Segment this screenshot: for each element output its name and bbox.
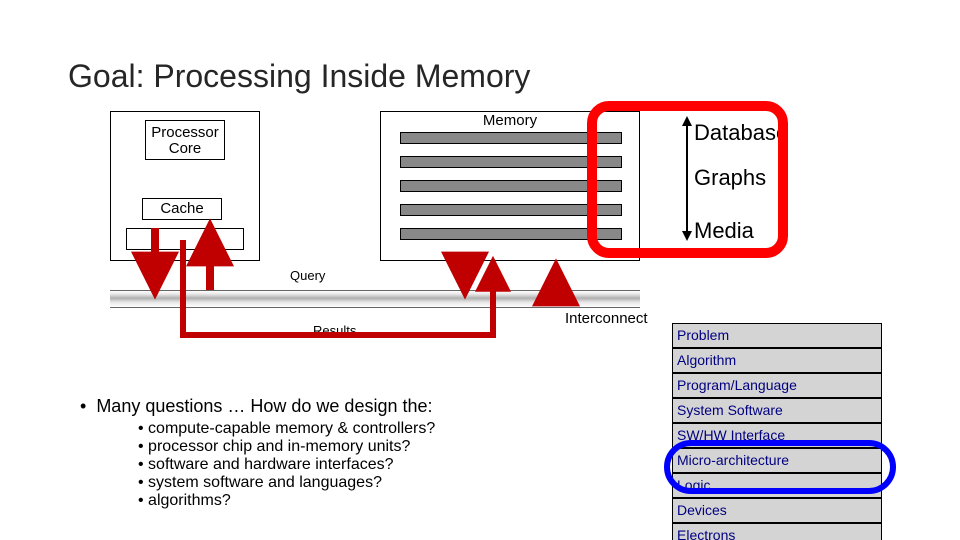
- stack-row: System Software: [672, 398, 882, 423]
- bullet-sub: • software and hardware interfaces?: [138, 456, 435, 474]
- cache-box: Cache: [142, 198, 222, 220]
- page-title: Goal: Processing Inside Memory: [68, 58, 530, 95]
- interconnect-bar: [110, 290, 640, 308]
- query-label: Query: [290, 268, 325, 283]
- processor-core-box: Processor Core: [145, 120, 225, 160]
- bullet-sub: • compute-capable memory & controllers?: [138, 420, 435, 438]
- highlight-memory: [587, 101, 788, 258]
- bullet-sub: • system software and languages?: [138, 474, 435, 492]
- abstraction-stack: ProblemAlgorithmProgram/LanguageSystem S…: [672, 323, 882, 540]
- bullet-sub: • processor chip and in-memory units?: [138, 438, 435, 456]
- interconnect-label: Interconnect: [565, 310, 648, 327]
- slide: Goal: Processing Inside Memory Processor…: [0, 0, 960, 540]
- stack-row: Algorithm: [672, 348, 882, 373]
- stack-row: Problem: [672, 323, 882, 348]
- bullet-main-text: Many questions … How do we design the:: [96, 396, 432, 416]
- bullet-main: • Many questions … How do we design the:: [80, 396, 433, 417]
- highlight-stack: [664, 440, 896, 494]
- stack-row: Electrons: [672, 523, 882, 540]
- stack-row: Program/Language: [672, 373, 882, 398]
- results-label: Results: [313, 323, 356, 338]
- stack-row: Devices: [672, 498, 882, 523]
- bullet-dot: •: [80, 396, 96, 416]
- bullet-subs-group: • compute-capable memory & controllers?•…: [138, 420, 435, 510]
- cache-row: [126, 228, 244, 250]
- bullet-sub: • algorithms?: [138, 492, 435, 510]
